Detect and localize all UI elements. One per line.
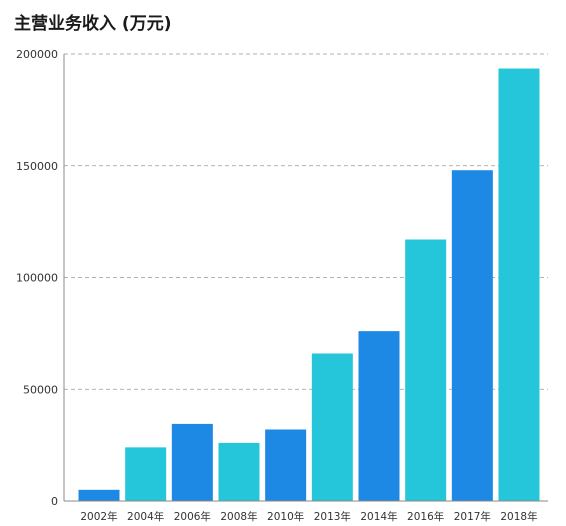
x-tick-label: 2017年 (454, 510, 491, 523)
bar (78, 489, 120, 501)
y-tick-label: 150000 (16, 160, 58, 173)
x-tick-label: 2013年 (314, 510, 351, 523)
bar (451, 170, 493, 501)
x-axis-labels: 2002年 2004年 2006年 2008年 2010年 2013年 2014年 2016年… (80, 510, 537, 523)
chart-title: 主营业务收入 (万元) (14, 14, 172, 34)
x-tick-label: 2016年 (407, 510, 444, 523)
bar (265, 429, 307, 501)
bar (358, 331, 400, 501)
x-tick-label: 2008年 (220, 510, 257, 523)
y-tick-label: 200000 (16, 48, 58, 61)
x-tick-label: 2004年 (127, 510, 164, 523)
x-tick-label: 2006年 (174, 510, 211, 523)
bar (498, 68, 540, 501)
y-tick-label: 0 (51, 495, 58, 508)
x-tick-label: 2010年 (267, 510, 304, 523)
bar (311, 353, 353, 501)
y-tick-label: 50000 (23, 383, 58, 396)
gridlines (64, 53, 548, 390)
x-tick-label: 2018年 (500, 510, 537, 523)
bar (171, 423, 213, 501)
bar (405, 239, 447, 501)
bars (78, 68, 540, 501)
bar (218, 442, 260, 501)
x-tick-label: 2014年 (360, 510, 397, 523)
x-tick-label: 2002年 (80, 510, 117, 523)
y-axis-ticks: 0 50000 100000 150000 200000 (16, 48, 58, 508)
bar (125, 447, 167, 501)
y-tick-label: 100000 (16, 272, 58, 285)
